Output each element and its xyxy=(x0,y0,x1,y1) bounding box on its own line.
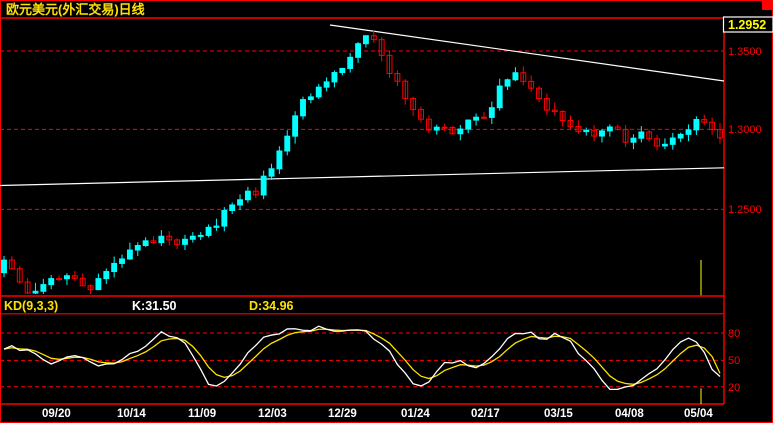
svg-text:12/03: 12/03 xyxy=(258,408,287,420)
svg-text:1.2952: 1.2952 xyxy=(728,18,766,32)
svg-text:50: 50 xyxy=(728,355,740,367)
svg-text:02/17: 02/17 xyxy=(471,408,500,420)
svg-text:09/20: 09/20 xyxy=(42,408,71,420)
svg-text:12/29: 12/29 xyxy=(328,408,357,420)
svg-text:20: 20 xyxy=(728,382,740,394)
svg-text:04/08: 04/08 xyxy=(615,408,644,420)
svg-text:KD(9,3,3): KD(9,3,3) xyxy=(4,299,58,313)
svg-text:欧元美元(外汇交易)日线: 欧元美元(外汇交易)日线 xyxy=(6,2,145,17)
svg-text:11/09: 11/09 xyxy=(188,408,216,420)
svg-text:K:31.50: K:31.50 xyxy=(132,299,177,313)
svg-text:1.3000: 1.3000 xyxy=(728,124,762,136)
svg-text:01/24: 01/24 xyxy=(401,408,430,420)
svg-text:1.3500: 1.3500 xyxy=(728,46,762,58)
svg-text:10/14: 10/14 xyxy=(117,408,146,420)
svg-text:03/15: 03/15 xyxy=(544,408,573,420)
svg-text:05/04: 05/04 xyxy=(684,408,713,420)
svg-text:D:34.96: D:34.96 xyxy=(249,299,294,313)
svg-text:1.2500: 1.2500 xyxy=(728,204,762,216)
svg-text:80: 80 xyxy=(728,328,740,340)
